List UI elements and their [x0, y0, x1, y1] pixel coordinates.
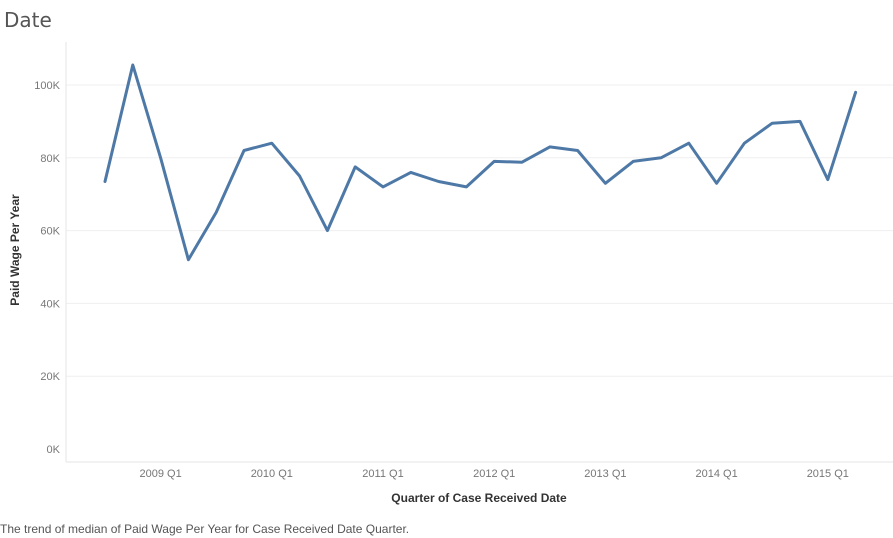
data-point[interactable] — [130, 62, 135, 67]
data-point[interactable] — [520, 160, 525, 165]
chart-title: Date — [4, 8, 52, 32]
data-point[interactable] — [464, 184, 469, 189]
chart-caption: The trend of median of Paid Wage Per Yea… — [0, 522, 410, 536]
data-point[interactable] — [603, 181, 608, 186]
y-tick-label: 60K — [40, 226, 60, 238]
data-point[interactable] — [297, 174, 302, 179]
data-point[interactable] — [269, 141, 274, 146]
x-tick-label: 2014 Q1 — [695, 468, 737, 480]
x-tick-label: 2013 Q1 — [584, 468, 626, 480]
y-tick-label: 40K — [40, 298, 60, 310]
data-point[interactable] — [547, 144, 552, 149]
y-tick-label: 20K — [40, 371, 60, 383]
data-point[interactable] — [631, 159, 636, 164]
data-point[interactable] — [492, 159, 497, 164]
x-tick-labels: 2009 Q1 2010 Q1 2011 Q1 2012 Q1 2013 Q1 2014 … — [139, 468, 848, 480]
data-point[interactable] — [186, 257, 191, 262]
data-point[interactable] — [659, 155, 664, 160]
x-tick-label: 2015 Q1 — [807, 468, 849, 480]
data-point[interactable] — [770, 121, 775, 126]
series-line — [103, 63, 858, 262]
data-point[interactable] — [381, 184, 386, 189]
data-point[interactable] — [436, 179, 441, 184]
y-tick-label: 0K — [47, 444, 61, 456]
data-point[interactable] — [825, 177, 830, 182]
x-tick-label: 2011 Q1 — [362, 468, 403, 480]
y-tick-label: 80K — [40, 153, 60, 165]
data-point[interactable] — [103, 179, 108, 184]
y-axis-title: Paid Wage Per Year — [8, 194, 22, 306]
data-point[interactable] — [798, 119, 803, 124]
data-point[interactable] — [214, 210, 219, 215]
x-tick-label: 2012 Q1 — [473, 468, 515, 480]
x-tick-label: 2009 Q1 — [139, 468, 181, 480]
data-point[interactable] — [353, 164, 358, 169]
data-points — [103, 62, 859, 262]
y-tick-label: 100K — [34, 80, 60, 92]
data-point[interactable] — [742, 141, 747, 146]
data-point[interactable] — [686, 141, 691, 146]
data-point[interactable] — [325, 228, 330, 233]
data-point[interactable] — [853, 90, 858, 95]
data-point[interactable] — [158, 155, 163, 160]
y-tick-labels: 0K 20K 40K 60K 80K 100K — [34, 80, 60, 456]
x-tick-label: 2010 Q1 — [251, 468, 293, 480]
data-point[interactable] — [408, 170, 413, 175]
data-point[interactable] — [242, 148, 247, 153]
x-axis-title: Quarter of Case Received Date — [391, 491, 567, 505]
data-point[interactable] — [575, 148, 580, 153]
data-point[interactable] — [714, 181, 719, 186]
gridlines — [66, 84, 893, 377]
